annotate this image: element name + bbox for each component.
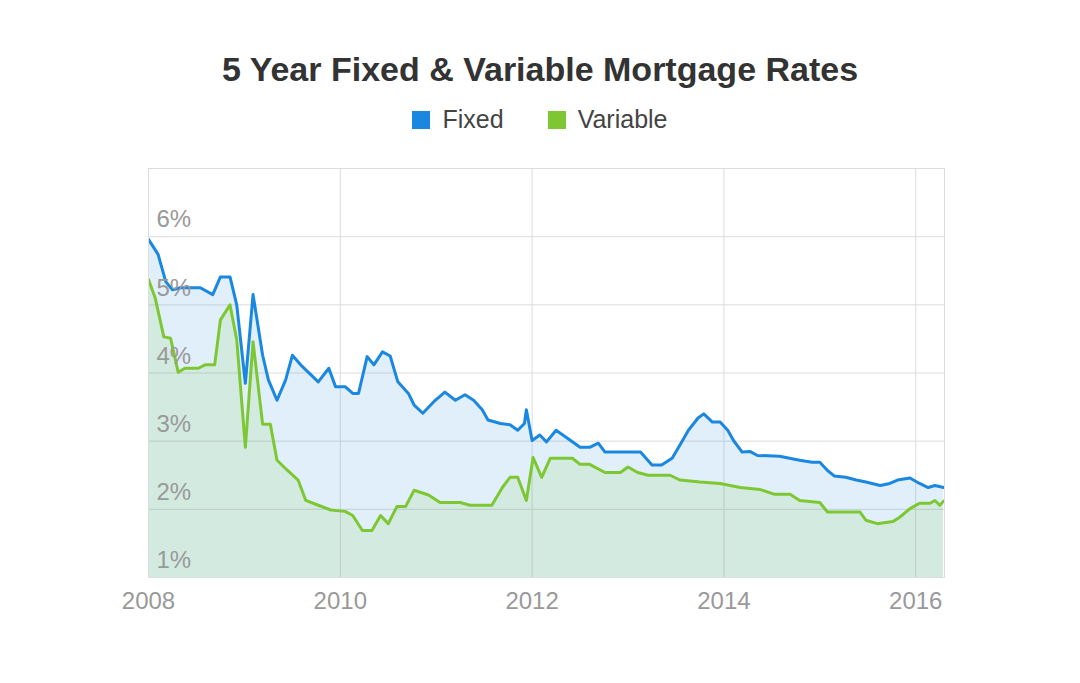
svg-text:2008: 2008 <box>122 587 175 614</box>
svg-text:4%: 4% <box>157 342 192 369</box>
svg-text:6%: 6% <box>157 205 192 232</box>
svg-text:1%: 1% <box>157 546 192 573</box>
svg-text:2%: 2% <box>157 478 192 505</box>
html-text:Variable: Variable <box>577 105 668 133</box>
svg-text:2014: 2014 <box>697 587 750 614</box>
svg-text:2012: 2012 <box>505 587 558 614</box>
svg-text:3%: 3% <box>157 410 192 437</box>
html-text:5 Year Fixed & Variable Mortga: 5 Year Fixed & Variable Mortgage Rates <box>221 50 859 88</box>
svg-text:5%: 5% <box>157 274 192 301</box>
html-text:Fixed: Fixed <box>442 105 504 133</box>
svg-text:2010: 2010 <box>314 587 367 614</box>
svg-text:2016: 2016 <box>889 587 942 614</box>
